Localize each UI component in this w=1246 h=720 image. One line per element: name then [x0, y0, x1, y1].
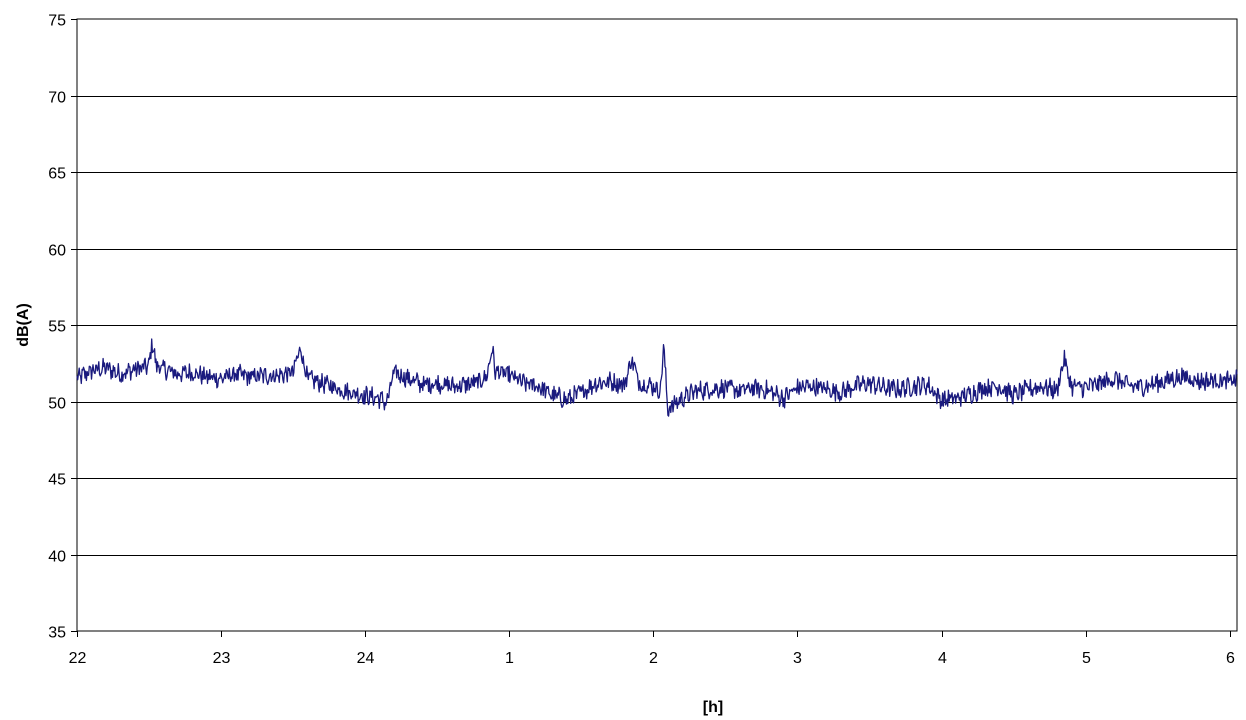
- x-tick-label: 22: [69, 650, 87, 667]
- x-tick-label: 2: [649, 650, 658, 667]
- x-tick-label: 24: [357, 650, 375, 667]
- x-tick-label: 23: [213, 650, 231, 667]
- y-tick-label: 55: [48, 319, 66, 336]
- series-layer: [76, 338, 1238, 417]
- y-tick-label: 70: [48, 90, 66, 107]
- y-axis-title: dB(A): [15, 303, 32, 347]
- series-line: [76, 338, 1238, 417]
- x-axis-title: [h]: [703, 699, 723, 716]
- x-tick-label: 6: [1226, 650, 1235, 667]
- gridlines: [77, 96, 1237, 556]
- x-tick-label: 5: [1082, 650, 1091, 667]
- x-tick-label: 4: [938, 650, 947, 667]
- x-tick-label: 1: [505, 650, 514, 667]
- y-tick-label: 65: [48, 166, 66, 183]
- y-tick-label: 40: [48, 549, 66, 566]
- y-tick-label: 50: [48, 396, 66, 413]
- y-tick-label: 35: [48, 625, 66, 642]
- y-tick-label: 45: [48, 472, 66, 489]
- x-axis-ticks: 22 23 24 1 2 3 4 5 6: [69, 631, 1235, 667]
- y-tick-label: 75: [48, 13, 66, 30]
- y-tick-label: 60: [48, 243, 66, 260]
- y-axis-ticks: 35 40 45 50 55 60 65 70 75: [48, 13, 77, 642]
- x-tick-label: 3: [793, 650, 802, 667]
